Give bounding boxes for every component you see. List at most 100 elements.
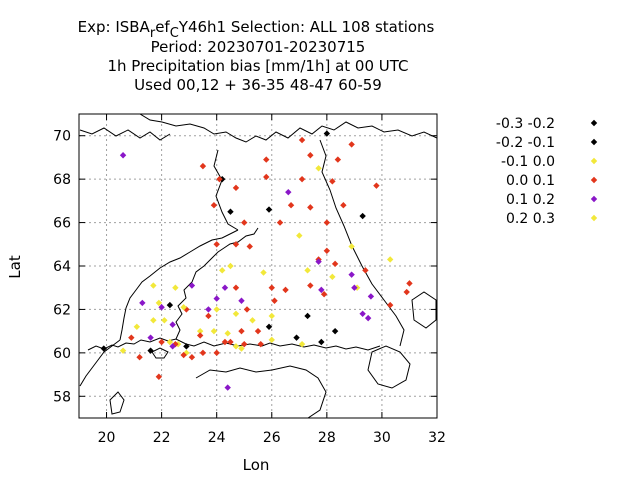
data-point-series-4 bbox=[205, 312, 212, 320]
data-point-series-5 bbox=[348, 271, 355, 278]
data-point-series-6 bbox=[180, 304, 187, 311]
legend-label: 0.1 0.2 bbox=[506, 192, 555, 208]
data-point-series-5 bbox=[169, 321, 176, 328]
data-point-series-4 bbox=[307, 204, 314, 211]
data-point-series-4 bbox=[276, 219, 284, 226]
data-point-series-3 bbox=[232, 343, 240, 350]
data-point-series-4 bbox=[271, 297, 278, 304]
data-point-series-3 bbox=[224, 330, 231, 337]
data-point-series-5 bbox=[285, 188, 292, 196]
data-point-series-3 bbox=[227, 262, 234, 270]
coastline-map bbox=[79, 114, 437, 418]
data-point-series-3 bbox=[219, 267, 226, 274]
data-point-series-4 bbox=[232, 184, 240, 192]
data-point-series-4 bbox=[282, 286, 289, 294]
data-point-series-5 bbox=[318, 286, 325, 294]
sweden-finland-border bbox=[213, 149, 239, 231]
estonia-coast bbox=[195, 365, 327, 418]
data-point-series-4 bbox=[340, 202, 347, 209]
data-point-series-4 bbox=[213, 241, 220, 248]
data-point-series-5 bbox=[359, 310, 366, 317]
legend-marker bbox=[590, 176, 598, 184]
y-axis-label: Lat bbox=[6, 255, 24, 279]
data-point-series-4 bbox=[180, 351, 187, 359]
x-tick-label: 28 bbox=[318, 430, 336, 446]
data-point-series-5 bbox=[188, 282, 196, 289]
data-point-series-4 bbox=[232, 241, 240, 248]
data-point-series-3 bbox=[268, 312, 275, 320]
data-point-series-3 bbox=[268, 336, 275, 344]
data-point-series-2 bbox=[265, 206, 273, 213]
data-point-series-3 bbox=[238, 345, 245, 352]
data-point-series-3 bbox=[304, 267, 311, 274]
legend-marker bbox=[590, 214, 598, 222]
gulf-of-bothnia-east-coast bbox=[175, 227, 259, 340]
legend-marker bbox=[590, 195, 598, 203]
data-point-series-3 bbox=[172, 284, 179, 291]
data-point-series-4 bbox=[155, 373, 163, 380]
data-point-series-2 bbox=[100, 345, 107, 352]
data-point-series-5 bbox=[213, 295, 220, 302]
legend-label: 0.2 0.3 bbox=[506, 211, 555, 227]
data-point-series-4 bbox=[232, 284, 240, 291]
data-point-series-5 bbox=[221, 284, 229, 291]
data-point-series-4 bbox=[241, 340, 248, 348]
legend-label: -0.3 -0.2 bbox=[496, 116, 555, 132]
data-point-series-4 bbox=[241, 219, 248, 226]
x-axis-label: Lon bbox=[243, 456, 270, 474]
data-point-series-2 bbox=[265, 323, 273, 330]
data-point-series-3 bbox=[260, 269, 267, 276]
y-tick-label: 68 bbox=[53, 172, 71, 188]
data-point-series-4 bbox=[287, 202, 295, 209]
x-tick-label: 22 bbox=[153, 430, 171, 446]
data-point-series-4 bbox=[136, 354, 143, 361]
data-point-series-2 bbox=[183, 343, 190, 350]
legend: -0.3 -0.2 -0.2 -0.1 -0.1 0.0 0.0 0.1 0.1 0.2… bbox=[496, 116, 598, 227]
data-point-series-4 bbox=[238, 327, 245, 335]
data-point-series-1 bbox=[323, 130, 331, 137]
data-point-series-3 bbox=[329, 273, 336, 281]
data-point-series-4 bbox=[263, 156, 270, 163]
legend-label: 0.0 0.1 bbox=[506, 173, 555, 189]
x-tick-label: 30 bbox=[373, 430, 391, 446]
data-point-series-4 bbox=[246, 243, 253, 250]
data-point-series-4 bbox=[406, 280, 413, 287]
data-point-series-3 bbox=[213, 306, 220, 313]
data-point-series-5 bbox=[351, 284, 358, 291]
norway-border bbox=[139, 114, 437, 143]
data-point-series-5 bbox=[367, 293, 375, 300]
title-line-3: 1h Precipitation bias [mm/1h] at 00 UTC bbox=[107, 57, 408, 75]
chart-title-block: Exp: ISBArefCY46h1 Selection: ALL 108 st… bbox=[78, 18, 435, 94]
data-point-series-4 bbox=[403, 288, 410, 296]
legend-label: -0.1 0.0 bbox=[501, 154, 555, 170]
legend-marker bbox=[590, 138, 598, 146]
data-point-series-4 bbox=[373, 182, 380, 189]
data-point-series-4 bbox=[216, 175, 223, 183]
data-point-series-3 bbox=[298, 340, 306, 348]
lake-onega bbox=[411, 291, 437, 329]
title-line-2: Period: 20230701-20230715 bbox=[151, 38, 366, 56]
plot-frame bbox=[78, 113, 438, 419]
lake-ladoga bbox=[367, 345, 411, 389]
y-tick-label: 70 bbox=[53, 129, 71, 145]
data-point-series-4 bbox=[188, 354, 196, 361]
data-point-series-2 bbox=[304, 312, 311, 320]
title-line-1: Exp: ISBArefCY46h1 Selection: ALL 108 st… bbox=[78, 18, 435, 41]
grid-lines bbox=[79, 114, 437, 418]
data-point-series-3 bbox=[150, 317, 157, 324]
data-point-series-3 bbox=[386, 256, 394, 263]
data-point-series-5 bbox=[119, 152, 127, 159]
y-tick-label: 60 bbox=[53, 346, 71, 362]
gulf-of-bothnia-west-coast bbox=[119, 229, 239, 341]
data-point-series-3 bbox=[210, 327, 218, 335]
data-point-series-2 bbox=[318, 338, 325, 346]
data-point-series-4 bbox=[334, 156, 342, 163]
x-tick-label: 20 bbox=[98, 430, 116, 446]
y-tick-label: 58 bbox=[53, 389, 71, 405]
data-point-series-4 bbox=[323, 247, 331, 254]
data-point-series-4 bbox=[323, 219, 331, 226]
data-point-series-2 bbox=[147, 347, 154, 354]
data-point-series-4 bbox=[213, 349, 220, 357]
data-point-series-5 bbox=[224, 384, 231, 391]
data-point-series-2 bbox=[166, 301, 174, 309]
